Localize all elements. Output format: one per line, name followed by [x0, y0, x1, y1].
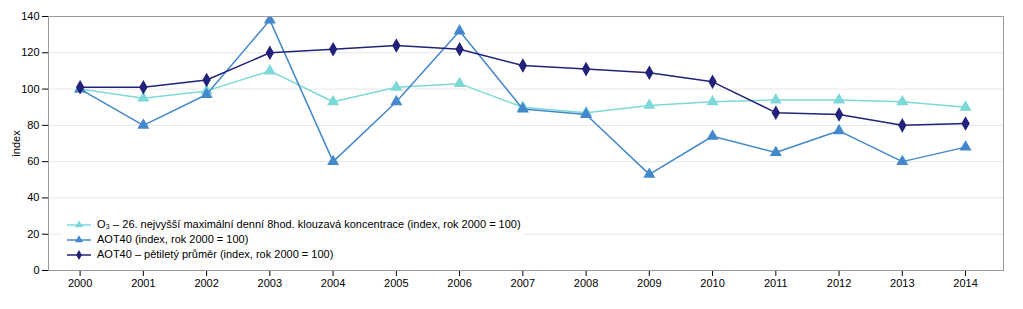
html-text:AOT40 (index, rok 2000 = 100): AOT40 (index, rok 2000 = 100) — [97, 233, 249, 245]
svg-text:2008: 2008 — [574, 277, 598, 289]
svg-text:2009: 2009 — [637, 277, 661, 289]
svg-text:100: 100 — [21, 83, 39, 95]
svg-text:40: 40 — [27, 191, 39, 203]
svg-text:0: 0 — [33, 264, 39, 276]
svg-text:2005: 2005 — [384, 277, 408, 289]
svg-text:2007: 2007 — [511, 277, 535, 289]
svg-text:2000: 2000 — [68, 277, 92, 289]
svg-text:60: 60 — [27, 155, 39, 167]
svg-text:2006: 2006 — [447, 277, 471, 289]
svg-text:2011: 2011 — [764, 277, 788, 289]
svg-text:index: index — [10, 130, 22, 157]
svg-text:2001: 2001 — [131, 277, 155, 289]
svg-text:80: 80 — [27, 119, 39, 131]
html-text:AOT40 – pětiletý průměr (index: AOT40 – pětiletý průměr (index, rok 2000… — [97, 248, 334, 260]
svg-text:2004: 2004 — [321, 277, 345, 289]
svg-text:2010: 2010 — [700, 277, 724, 289]
svg-text:20: 20 — [27, 228, 39, 240]
html-text:O₃ – 26. nejvyšší maximální de: O₃ – 26. nejvyšší maximální denní 8hod. … — [97, 218, 521, 230]
svg-text:140: 140 — [21, 10, 39, 22]
svg-text:2003: 2003 — [258, 277, 282, 289]
svg-text:2014: 2014 — [953, 277, 977, 289]
svg-text:2002: 2002 — [194, 277, 218, 289]
svg-text:2012: 2012 — [827, 277, 851, 289]
svg-text:2013: 2013 — [890, 277, 914, 289]
svg-text:120: 120 — [21, 46, 39, 58]
